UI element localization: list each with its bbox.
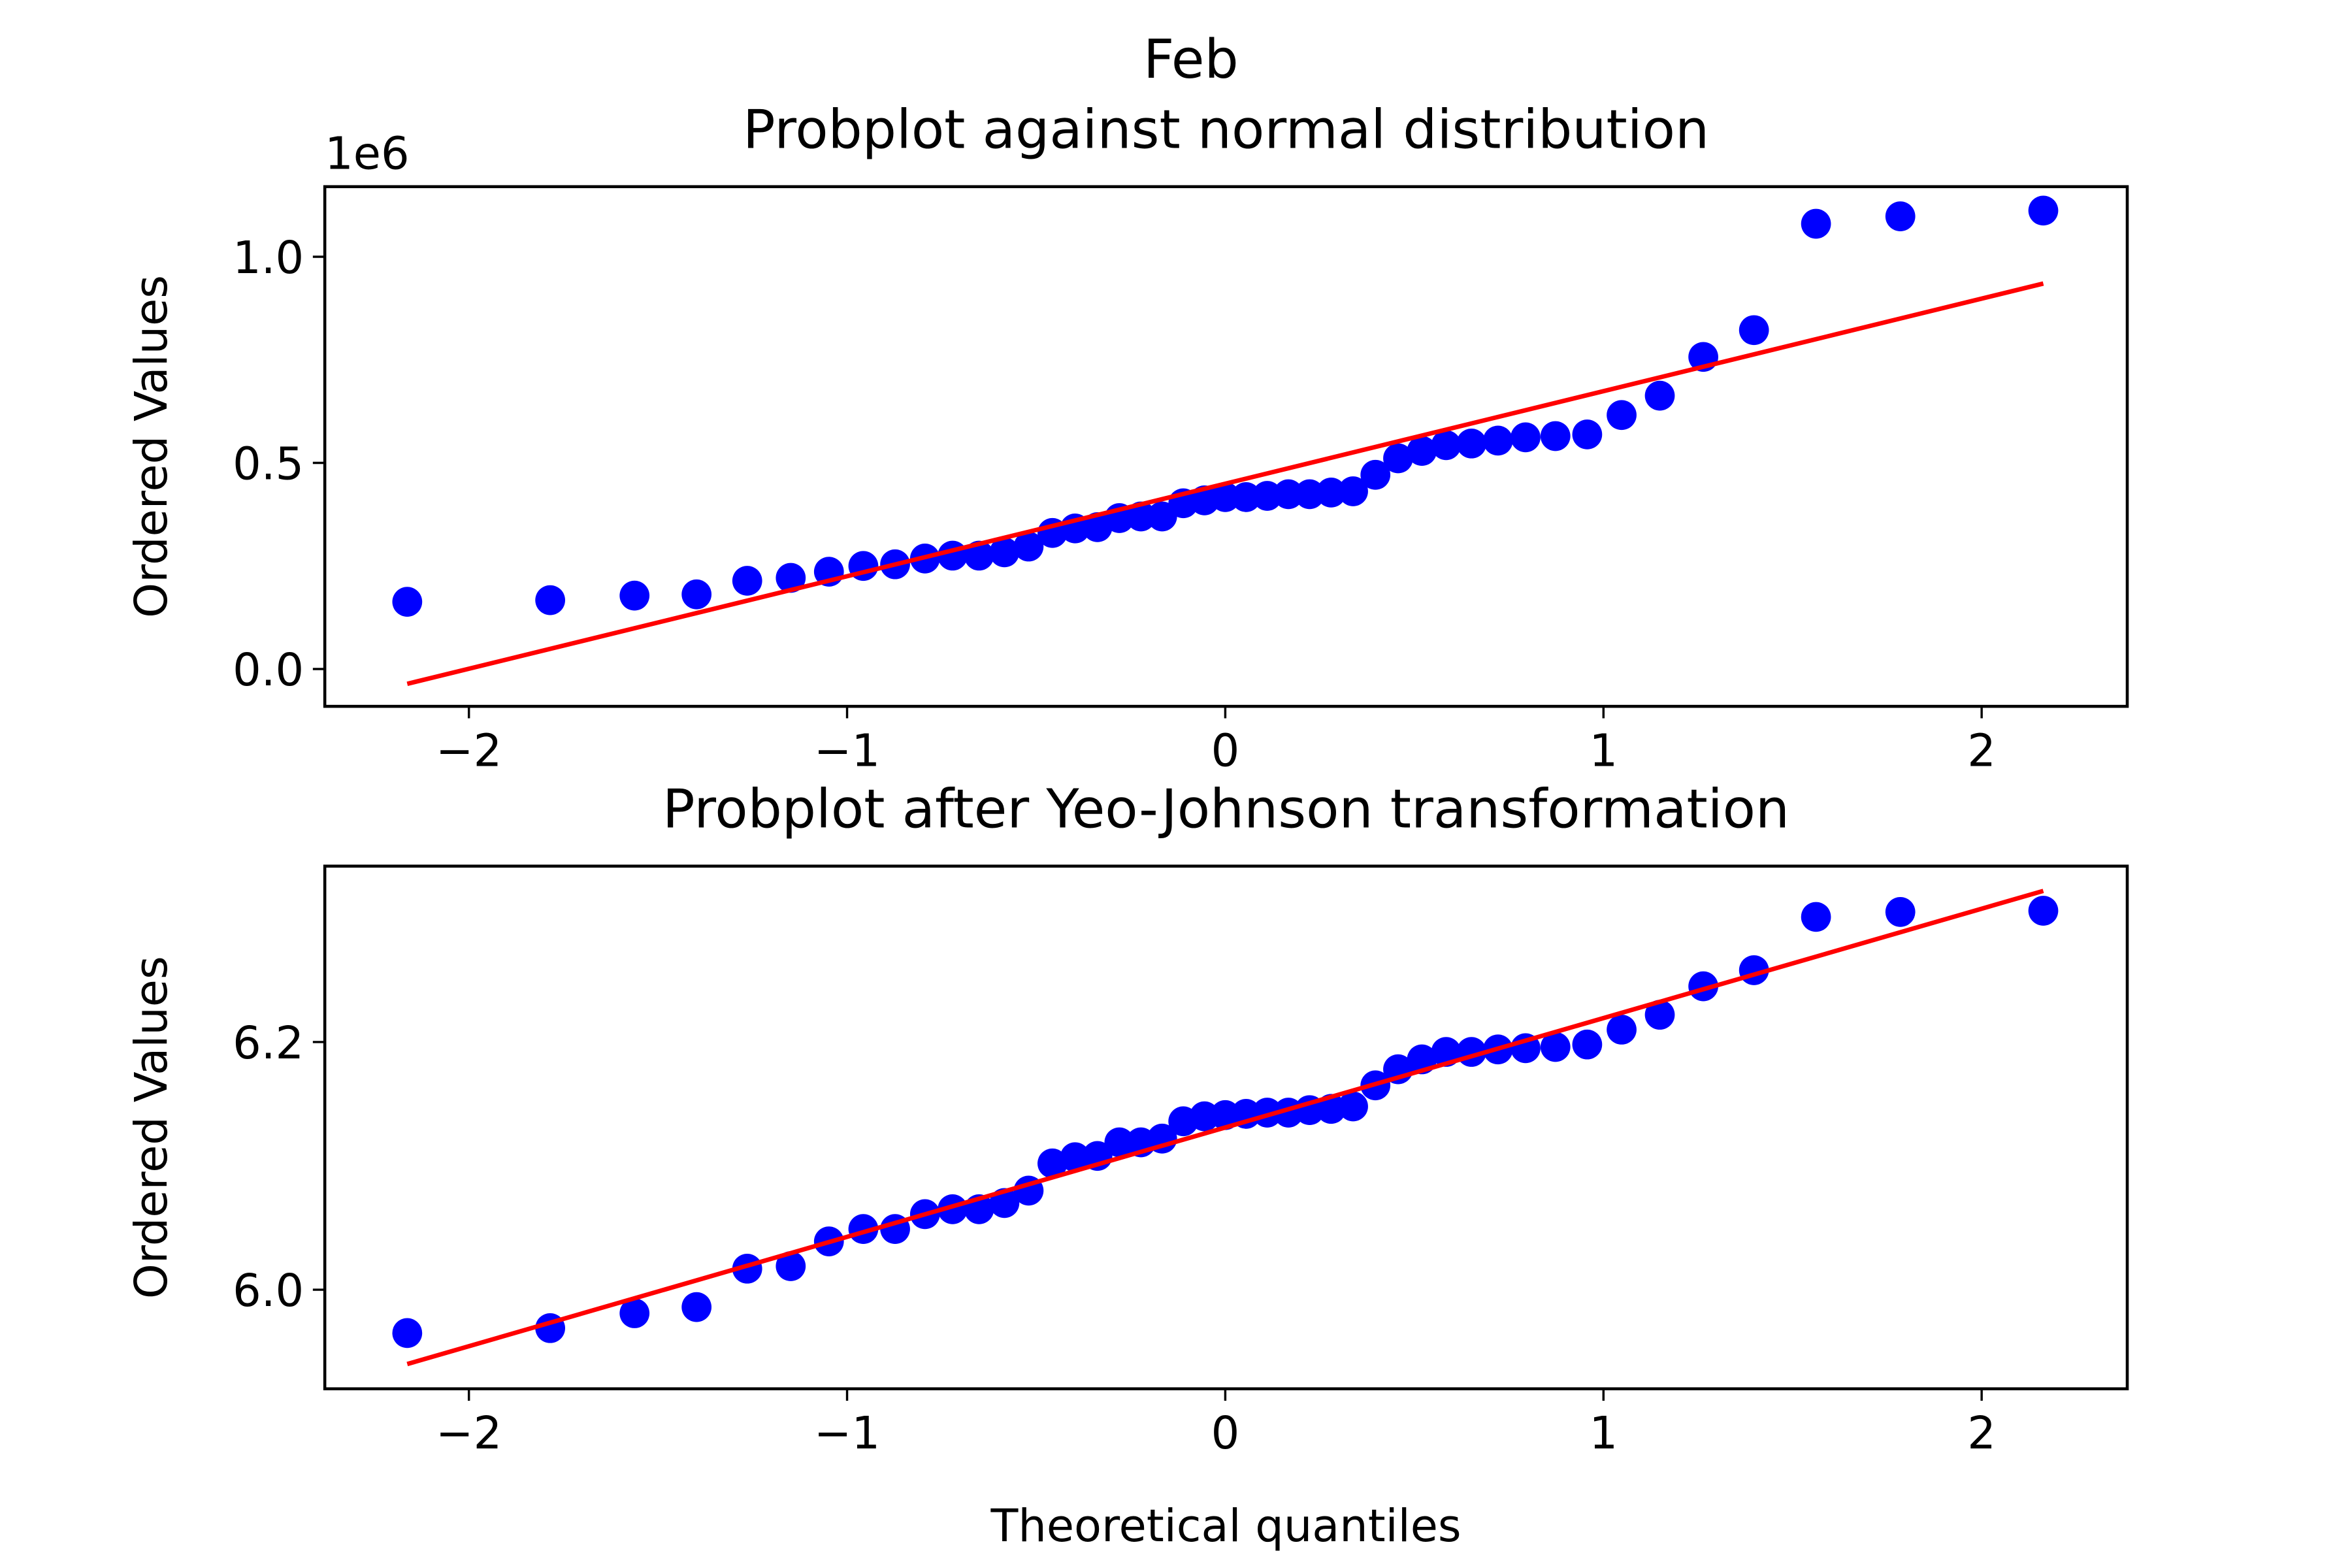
x-tick-label: −1 bbox=[814, 1407, 880, 1460]
point bbox=[535, 585, 566, 615]
point bbox=[1572, 1029, 1603, 1060]
point bbox=[732, 566, 762, 596]
point bbox=[681, 1292, 712, 1322]
x-tick-label: 0 bbox=[1211, 1407, 1240, 1460]
point bbox=[938, 1194, 968, 1224]
point bbox=[1273, 479, 1303, 510]
point bbox=[1360, 459, 1391, 490]
x-tick-label: 1 bbox=[1589, 1407, 1618, 1460]
y-tick-label: 0.5 bbox=[233, 438, 304, 491]
point bbox=[1482, 425, 1513, 456]
point bbox=[1801, 902, 1831, 932]
point bbox=[2028, 896, 2059, 926]
point bbox=[938, 540, 968, 571]
point bbox=[1511, 422, 1541, 453]
y-tick-label: 6.2 bbox=[233, 1017, 304, 1070]
point bbox=[1210, 482, 1241, 512]
point bbox=[1316, 478, 1347, 508]
point bbox=[1607, 1015, 1637, 1045]
point bbox=[1456, 428, 1487, 459]
y-axis-label: Ordered Values bbox=[125, 956, 178, 1299]
point bbox=[1294, 479, 1325, 510]
point bbox=[392, 587, 423, 617]
point bbox=[1104, 1127, 1135, 1158]
fit-line bbox=[406, 281, 2044, 687]
point bbox=[1231, 482, 1262, 512]
x-tick-label: −1 bbox=[814, 725, 880, 777]
point bbox=[1338, 476, 1368, 506]
point bbox=[1688, 971, 1718, 1002]
x-axis-label: Theoretical quantiles bbox=[990, 1500, 1462, 1552]
point bbox=[1540, 421, 1571, 451]
point bbox=[619, 1298, 650, 1328]
point bbox=[1126, 501, 1156, 532]
fit-line bbox=[406, 889, 2044, 1367]
point bbox=[1739, 315, 1769, 346]
point bbox=[1013, 531, 1044, 562]
x-tick-label: −2 bbox=[436, 1407, 502, 1460]
point bbox=[2028, 195, 2059, 226]
point bbox=[681, 579, 712, 610]
background bbox=[20, 0, 2332, 1568]
y-offset-label: 1e6 bbox=[325, 127, 409, 180]
point bbox=[1338, 1091, 1368, 1122]
point bbox=[1316, 1094, 1347, 1124]
point bbox=[1801, 208, 1831, 239]
point bbox=[1407, 436, 1437, 466]
y-tick-label: 6.0 bbox=[233, 1265, 304, 1317]
x-tick-label: 0 bbox=[1211, 725, 1240, 777]
point bbox=[1252, 1098, 1282, 1128]
point bbox=[1885, 201, 1916, 232]
y-tick-label: 1.0 bbox=[233, 232, 304, 284]
axes-frame bbox=[323, 864, 2129, 1390]
point bbox=[1060, 1142, 1090, 1173]
y-axis-label: Ordered Values bbox=[125, 275, 178, 618]
figure-title: Feb bbox=[1143, 29, 1239, 91]
point bbox=[1607, 400, 1637, 431]
x-tick-label: 2 bbox=[1967, 1407, 1996, 1460]
point bbox=[776, 563, 806, 593]
point bbox=[1383, 443, 1413, 474]
point bbox=[392, 1318, 423, 1348]
point bbox=[732, 1253, 762, 1284]
axes-title: Probplot against normal distribution bbox=[743, 99, 1709, 161]
point bbox=[1572, 419, 1603, 449]
axes-title: Probplot after Yeo-Johnson transformatio… bbox=[662, 778, 1789, 840]
x-tick-label: 2 bbox=[1967, 725, 1996, 777]
axes-frame bbox=[323, 185, 2129, 708]
x-tick-label: −2 bbox=[436, 725, 502, 777]
point bbox=[1644, 380, 1675, 411]
point bbox=[1540, 1032, 1571, 1062]
point bbox=[989, 537, 1020, 568]
point bbox=[1431, 430, 1462, 461]
point bbox=[1885, 896, 1916, 927]
point bbox=[619, 580, 650, 611]
point bbox=[964, 540, 994, 571]
point bbox=[1037, 1148, 1068, 1179]
point bbox=[1644, 1000, 1675, 1030]
y-tick-label: 0.0 bbox=[233, 644, 304, 696]
x-tick-label: 1 bbox=[1589, 725, 1618, 777]
point bbox=[776, 1251, 806, 1281]
